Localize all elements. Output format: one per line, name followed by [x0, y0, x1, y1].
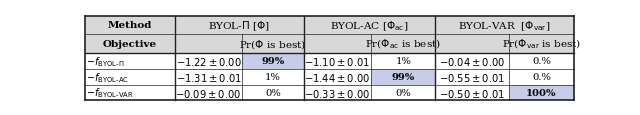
Bar	[371, 16, 435, 35]
Bar	[243, 16, 303, 35]
Text: $-1.22 \pm 0.00$: $-1.22 \pm 0.00$	[176, 55, 242, 67]
Text: $-0.33 \pm 0.00$: $-0.33 \pm 0.00$	[304, 87, 371, 99]
Bar	[509, 35, 573, 53]
Text: 0%: 0%	[265, 88, 281, 97]
Text: 0%: 0%	[396, 88, 411, 97]
Bar	[435, 16, 509, 35]
Text: Method: Method	[108, 21, 152, 30]
Text: 0.%: 0.%	[532, 73, 551, 82]
Text: 1%: 1%	[396, 57, 411, 66]
Bar	[175, 35, 243, 53]
Text: Pr($\Phi_{\mathrm{var}}$ is best): Pr($\Phi_{\mathrm{var}}$ is best)	[502, 37, 581, 51]
Text: $-f_{\rm BYOL\text{-}AC}$: $-f_{\rm BYOL\text{-}AC}$	[86, 70, 129, 84]
Text: Pr($\Phi_{\mathrm{ac}}$ is best): Pr($\Phi_{\mathrm{ac}}$ is best)	[365, 37, 441, 51]
Bar	[435, 35, 509, 53]
Bar	[85, 35, 175, 53]
Text: $-0.55 \pm 0.01$: $-0.55 \pm 0.01$	[439, 71, 506, 83]
Text: $-1.31 \pm 0.01$: $-1.31 \pm 0.01$	[175, 71, 242, 83]
Text: Pr($\Phi$ is best): Pr($\Phi$ is best)	[239, 38, 307, 51]
Text: 100%: 100%	[526, 88, 557, 97]
Text: 99%: 99%	[261, 57, 285, 66]
Bar	[509, 85, 573, 101]
Bar	[175, 16, 243, 35]
Text: $-0.04 \pm 0.00$: $-0.04 \pm 0.00$	[439, 55, 506, 67]
Text: $-1.10 \pm 0.01$: $-1.10 \pm 0.01$	[304, 55, 371, 67]
Text: $-0.09 \pm 0.00$: $-0.09 \pm 0.00$	[175, 87, 242, 99]
Bar	[303, 16, 371, 35]
Bar	[243, 35, 303, 53]
Text: $-f_{\rm BYOL\text{-}VAR}$: $-f_{\rm BYOL\text{-}VAR}$	[86, 86, 134, 100]
Text: $-f_{\rm BYOL\text{-}\Pi}$: $-f_{\rm BYOL\text{-}\Pi}$	[86, 55, 125, 68]
Bar	[243, 53, 303, 69]
Bar	[85, 16, 175, 35]
Text: BYOL-AC [$\Phi_{\mathrm{ac}}$]: BYOL-AC [$\Phi_{\mathrm{ac}}$]	[330, 19, 408, 32]
Text: 1%: 1%	[265, 73, 281, 82]
Text: 99%: 99%	[392, 73, 415, 82]
Bar	[371, 69, 435, 85]
Text: BYOL-VAR  [$\Phi_{\mathrm{var}}$]: BYOL-VAR [$\Phi_{\mathrm{var}}$]	[458, 19, 550, 32]
Bar	[371, 35, 435, 53]
Bar	[303, 35, 371, 53]
Text: $-0.50 \pm 0.01$: $-0.50 \pm 0.01$	[439, 87, 506, 99]
Text: Objective: Objective	[103, 40, 157, 49]
Text: BYOL-$\Pi$ [$\Phi$]: BYOL-$\Pi$ [$\Phi$]	[208, 19, 270, 32]
Bar	[509, 16, 573, 35]
Text: $-1.44 \pm 0.00$: $-1.44 \pm 0.00$	[304, 71, 371, 83]
Text: 0.%: 0.%	[532, 57, 551, 66]
